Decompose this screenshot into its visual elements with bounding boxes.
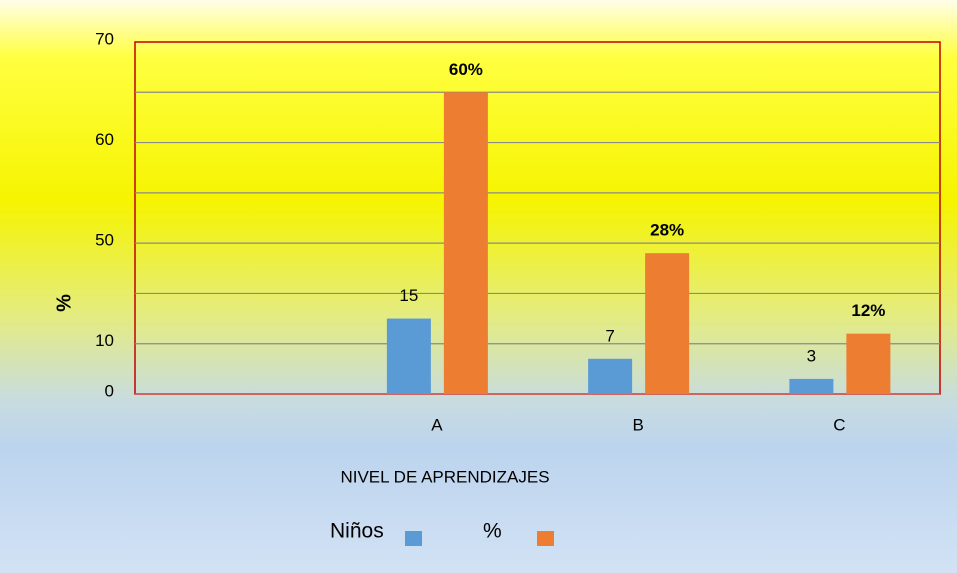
y-tick-label: 10: [95, 331, 114, 350]
bar: [846, 333, 891, 394]
data-label: 7: [605, 326, 614, 345]
legend-swatch: [405, 531, 422, 546]
x-axis-title: NIVEL DE APRENDIZAJES: [340, 467, 549, 486]
legend-swatch: [537, 531, 554, 546]
y-tick-label: 70: [95, 29, 114, 48]
bar: [386, 318, 431, 394]
x-tick-label: A: [431, 415, 443, 434]
data-label: 60%: [449, 60, 483, 79]
bar: [443, 92, 488, 395]
legend-label: %: [483, 520, 502, 543]
y-axis-title: %: [53, 294, 75, 312]
x-tick-label: B: [632, 415, 643, 434]
data-label: 28%: [650, 221, 684, 240]
y-tick-label: 50: [95, 231, 114, 250]
bar: [645, 253, 690, 394]
bar: [588, 358, 633, 394]
y-tick-label: 60: [95, 130, 114, 149]
data-label: 3: [807, 346, 816, 365]
data-label: 12%: [851, 301, 885, 320]
bar: [789, 378, 834, 394]
x-tick-label: C: [833, 415, 845, 434]
legend-label: Niños: [330, 520, 384, 543]
y-tick-label: 0: [105, 381, 114, 400]
data-label: 15: [399, 286, 418, 305]
